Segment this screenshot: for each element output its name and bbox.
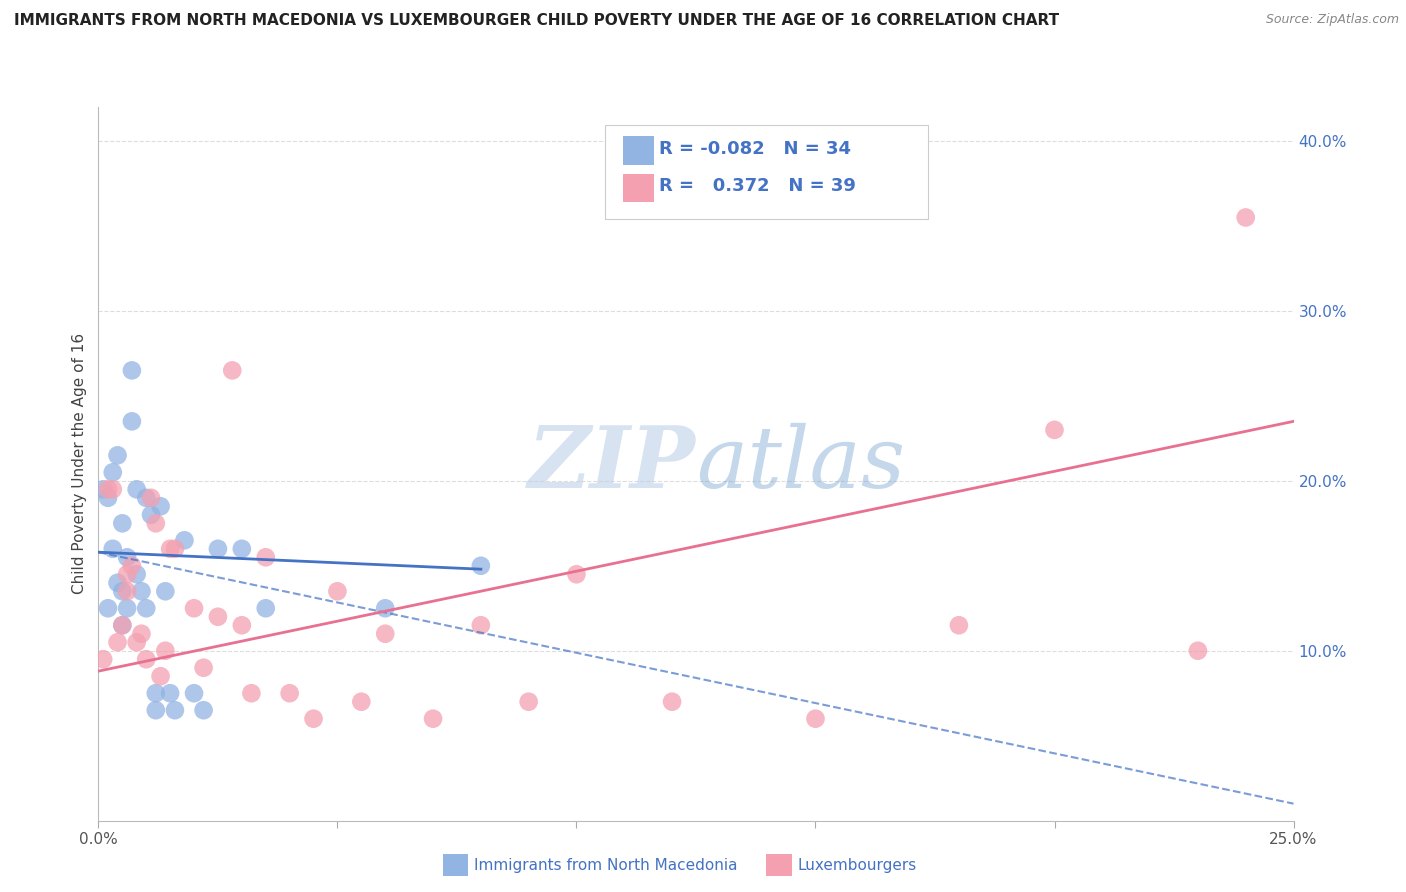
Point <box>302 712 325 726</box>
Point <box>155 644 177 658</box>
Point <box>101 541 124 556</box>
Point <box>661 695 683 709</box>
Point <box>135 601 157 615</box>
Point <box>111 516 134 531</box>
Point <box>231 618 253 632</box>
Text: R = -0.082   N = 34: R = -0.082 N = 34 <box>659 140 852 158</box>
Point <box>948 618 970 632</box>
Point <box>101 483 124 497</box>
Point <box>111 584 134 599</box>
Point <box>1234 211 1257 225</box>
Point <box>183 686 205 700</box>
Point <box>173 533 195 548</box>
Point <box>470 618 492 632</box>
Point <box>115 567 138 582</box>
Point <box>163 541 186 556</box>
Point <box>221 363 243 377</box>
Point <box>135 652 157 666</box>
Point <box>193 661 215 675</box>
Point <box>240 686 263 700</box>
Point <box>149 500 172 514</box>
Point <box>125 483 148 497</box>
Point <box>145 703 167 717</box>
Point <box>111 618 134 632</box>
Point <box>207 609 229 624</box>
Point <box>121 558 143 573</box>
Point <box>115 584 138 599</box>
Point <box>517 695 540 709</box>
Point <box>139 491 162 505</box>
Point <box>470 558 492 573</box>
Point <box>101 466 124 480</box>
Point <box>231 541 253 556</box>
Point <box>97 601 120 615</box>
Point <box>107 575 129 590</box>
Point <box>145 686 167 700</box>
Point <box>278 686 301 700</box>
Point <box>155 584 177 599</box>
Point <box>374 626 396 640</box>
Point <box>422 712 444 726</box>
Point <box>121 363 143 377</box>
Text: Source: ZipAtlas.com: Source: ZipAtlas.com <box>1265 13 1399 27</box>
Point <box>374 601 396 615</box>
Point <box>254 601 277 615</box>
Text: atlas: atlas <box>696 423 905 505</box>
Point <box>149 669 172 683</box>
Point <box>159 686 181 700</box>
Point <box>131 626 153 640</box>
Point <box>107 448 129 462</box>
Point <box>111 618 134 632</box>
Point <box>97 483 120 497</box>
Point <box>326 584 349 599</box>
Point <box>115 550 138 565</box>
Text: Luxembourgers: Luxembourgers <box>797 858 917 872</box>
Point <box>193 703 215 717</box>
Point <box>183 601 205 615</box>
Point <box>115 601 138 615</box>
Point <box>254 550 277 565</box>
Point <box>565 567 588 582</box>
Text: Immigrants from North Macedonia: Immigrants from North Macedonia <box>474 858 737 872</box>
Point <box>1187 644 1209 658</box>
Point <box>125 635 148 649</box>
Text: R =   0.372   N = 39: R = 0.372 N = 39 <box>659 178 856 195</box>
Point <box>131 584 153 599</box>
Point <box>163 703 186 717</box>
Text: IMMIGRANTS FROM NORTH MACEDONIA VS LUXEMBOURGER CHILD POVERTY UNDER THE AGE OF 1: IMMIGRANTS FROM NORTH MACEDONIA VS LUXEM… <box>14 13 1059 29</box>
Point <box>145 516 167 531</box>
Point <box>139 508 162 522</box>
Point <box>97 491 120 505</box>
Point <box>121 414 143 428</box>
Point <box>91 483 114 497</box>
Point <box>159 541 181 556</box>
Point <box>135 491 157 505</box>
Point <box>1043 423 1066 437</box>
Point <box>91 652 114 666</box>
Text: ZIP: ZIP <box>529 422 696 506</box>
Point <box>350 695 373 709</box>
Point <box>207 541 229 556</box>
Point <box>107 635 129 649</box>
Point <box>804 712 827 726</box>
Y-axis label: Child Poverty Under the Age of 16: Child Poverty Under the Age of 16 <box>72 334 87 594</box>
Point <box>125 567 148 582</box>
